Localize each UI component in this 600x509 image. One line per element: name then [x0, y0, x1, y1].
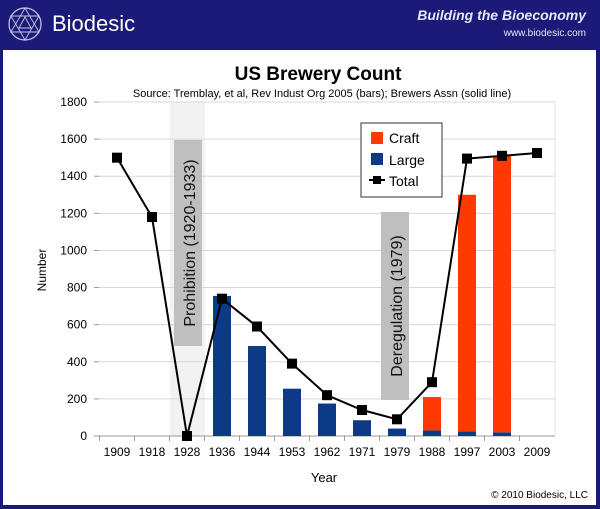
- bar-large-2003: [493, 432, 511, 436]
- bar-large-1953: [283, 388, 301, 436]
- bar-large-1936: [213, 295, 231, 436]
- legend-marker-total: [373, 176, 381, 184]
- x-tick-label: 1979: [384, 445, 411, 459]
- total-point-1962: [322, 390, 332, 401]
- x-tick-label: 1971: [349, 445, 376, 459]
- bar-craft-2003: [493, 155, 511, 433]
- y-tick-label: 1000: [60, 243, 87, 257]
- copyright: © 2010 Biodesic, LLC: [491, 490, 588, 501]
- x-tick-label: 1918: [139, 445, 166, 459]
- total-point-1928: [182, 431, 192, 441]
- x-tick-label: 1909: [104, 445, 131, 459]
- chart-subtitle: Source: Tremblay, et al, Rev Indust Org …: [133, 88, 511, 100]
- legend-swatch-large: [371, 153, 383, 165]
- legend-label-total: Total: [389, 173, 419, 189]
- y-tick-label: 1400: [60, 169, 87, 183]
- bar-large-1971: [353, 420, 371, 436]
- legend: Craft Large Total: [360, 122, 443, 198]
- x-tick-label: 2009: [524, 445, 551, 459]
- total-point-1979: [392, 414, 402, 425]
- chart-title: US Brewery Count: [235, 64, 402, 85]
- x-tick-label: 1997: [454, 445, 481, 459]
- bar-large-1979: [388, 428, 406, 436]
- x-tick-label: 1936: [209, 445, 236, 459]
- x-axis-label: Year: [311, 470, 338, 485]
- tagline: Building the Bioeconomy: [417, 7, 586, 23]
- x-tick-label: 2003: [489, 445, 516, 459]
- total-point-2009: [532, 148, 542, 159]
- website-url: www.biodesic.com: [503, 28, 586, 39]
- y-tick-label: 1200: [60, 206, 87, 220]
- x-tick-label: 1928: [174, 445, 201, 459]
- y-tick-label: 600: [67, 318, 87, 332]
- y-tick-label: 400: [67, 355, 87, 369]
- geodesic-logo-icon: [8, 7, 42, 41]
- total-point-1944: [252, 321, 262, 332]
- bar-craft-1988: [423, 397, 441, 431]
- x-tick-label: 1962: [314, 445, 341, 459]
- x-tick-label: 1944: [244, 445, 271, 459]
- brand-name: Biodesic: [52, 11, 136, 36]
- bar-large-1988: [423, 430, 441, 436]
- y-axis-label: Number: [35, 249, 49, 292]
- total-point-1936: [217, 293, 227, 304]
- header-banner: Biodesic Building the Bioeconomy www.bio…: [0, 0, 600, 49]
- total-point-1997: [462, 153, 472, 164]
- y-tick-label: 0: [80, 429, 87, 443]
- y-tick-label: 1600: [60, 132, 87, 146]
- deregulation-box: [381, 212, 409, 400]
- bar-large-1997: [458, 431, 476, 436]
- bar-large-1962: [318, 403, 336, 436]
- deregulation-label: Deregulation (1979): [389, 235, 406, 376]
- legend-label-large: Large: [389, 152, 425, 168]
- total-point-1909: [112, 152, 122, 163]
- total-point-1918: [147, 212, 157, 223]
- prohibition-label: Prohibition (1920-1933): [182, 159, 199, 326]
- legend-swatch-craft: [371, 132, 383, 144]
- x-tick-label: 1953: [279, 445, 306, 459]
- legend-label-craft: Craft: [389, 130, 419, 146]
- total-point-1971: [357, 405, 367, 416]
- bar-large-1944: [248, 346, 266, 436]
- total-point-2003: [497, 150, 507, 161]
- y-tick-label: 200: [67, 392, 87, 406]
- prohibition-box: [174, 140, 202, 346]
- total-point-1953: [287, 358, 297, 369]
- y-tick-label: 1800: [60, 95, 87, 109]
- x-tick-label: 1988: [419, 445, 446, 459]
- bar-craft-1997: [458, 194, 476, 432]
- y-tick-label: 800: [67, 281, 87, 295]
- total-point-1988: [427, 377, 437, 388]
